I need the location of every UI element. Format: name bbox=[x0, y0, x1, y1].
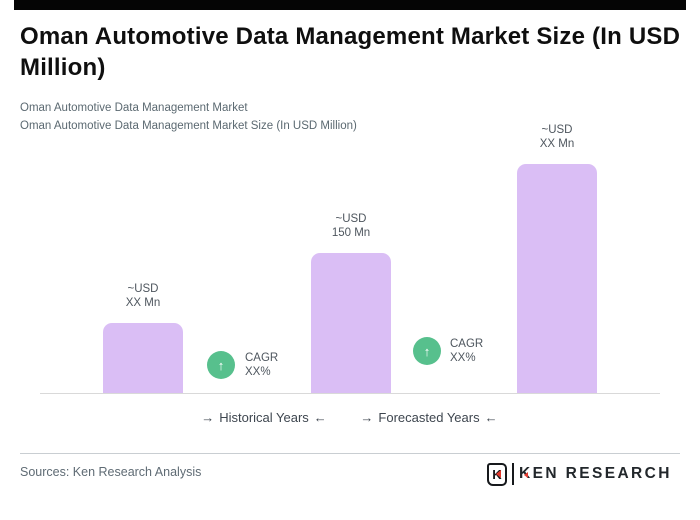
logo-wordmark-rest: EN RESEARCH bbox=[532, 465, 672, 482]
ken-research-logo: K K EN RESEARCH bbox=[487, 461, 672, 487]
arrow-left-icon: ← bbox=[484, 410, 498, 425]
bar bbox=[517, 164, 597, 393]
cagr-value: XX% bbox=[245, 366, 271, 378]
axis-annotation-historical: → Historical Years ← bbox=[196, 410, 332, 425]
page-title: Oman Automotive Data Management Market S… bbox=[20, 23, 681, 81]
footer-divider bbox=[20, 453, 680, 454]
chart-subtitle: Oman Automotive Data Management Market O… bbox=[20, 99, 357, 135]
axis-annotation-forecasted: → Forecasted Years ← bbox=[355, 410, 502, 425]
logo-divider bbox=[512, 463, 514, 485]
bar-value-label: ~USD XX Mn bbox=[125, 283, 161, 309]
logo-red-wedge-icon bbox=[496, 470, 501, 478]
cagr-label: CAGR bbox=[245, 352, 279, 364]
subtitle-line-1: Oman Automotive Data Management Market bbox=[20, 102, 248, 114]
arrow-left-icon: ← bbox=[313, 410, 327, 425]
bar-value-label: ~USD XX Mn bbox=[539, 124, 575, 150]
arrow-up-icon: ↑ bbox=[217, 357, 225, 373]
bar bbox=[311, 253, 391, 393]
arrow-right-icon: → bbox=[201, 410, 215, 425]
logo-wordmark: K EN RESEARCH bbox=[519, 465, 672, 483]
logo-emblem: K bbox=[487, 462, 507, 486]
sources-text: Sources: Ken Research Analysis bbox=[20, 465, 202, 479]
axis-annotation-label: Historical Years bbox=[219, 410, 309, 425]
chart-baseline bbox=[40, 393, 660, 394]
bar bbox=[103, 323, 183, 393]
logo-red-wedge-icon bbox=[524, 471, 528, 478]
cagr-annotation: CAGR XX% bbox=[450, 337, 483, 365]
cagr-up-circle: ↑ bbox=[207, 351, 235, 379]
cagr-annotation: CAGR XX% bbox=[245, 351, 278, 379]
cagr-label: CAGR bbox=[450, 338, 484, 350]
cagr-up-circle: ↑ bbox=[413, 337, 441, 365]
cagr-value: XX% bbox=[450, 352, 476, 364]
axis-annotation-label: Forecasted Years bbox=[378, 410, 480, 425]
subtitle-line-2: Oman Automotive Data Management Market S… bbox=[20, 120, 357, 132]
arrow-up-icon: ↑ bbox=[423, 343, 431, 359]
top-accent-bar bbox=[14, 0, 686, 10]
bar-value-label: ~USD 150 Mn bbox=[331, 213, 371, 239]
arrow-right-icon: → bbox=[360, 410, 374, 425]
